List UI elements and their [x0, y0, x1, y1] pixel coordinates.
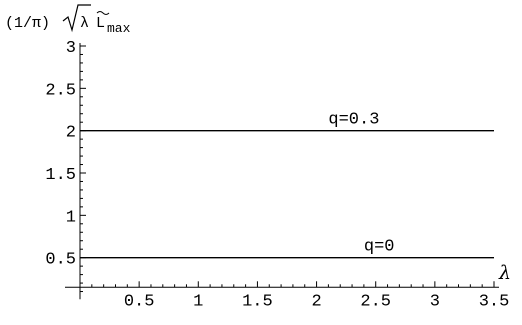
y-axis-label-sub: max [107, 21, 131, 36]
annotations: q=0.3 q=0 [328, 111, 394, 257]
sqrt-sign [62, 4, 91, 33]
x-tick-label: 2 [311, 292, 321, 311]
series-annotation: q=0 [364, 238, 395, 257]
tilde-mark [96, 11, 110, 15]
axis-ticks: 0.5 1 1.5 2 2.5 3 3.5 0.5 1 1.5 2 2.5 3 [45, 39, 509, 311]
y-axis-label-lambda: λ [80, 15, 89, 32]
x-tick-label: 2.5 [360, 292, 391, 311]
y-tick-label: 1.5 [45, 166, 76, 185]
x-axis-label: λ [498, 262, 511, 284]
series-group [80, 130, 494, 259]
x-tick-label: 3 [430, 292, 440, 311]
y-tick-label: 2.5 [45, 81, 76, 100]
y-axis-label-L: L [96, 15, 105, 32]
x-tick-label: 1.5 [242, 292, 273, 311]
y-axis-label-prefix: (1/π) [5, 15, 50, 32]
y-tick-label: 1 [66, 208, 76, 227]
y-axis-label: (1/π) λ L max [5, 4, 131, 36]
x-tick-label: 3.5 [479, 292, 510, 311]
y-tick-label: 3 [66, 39, 76, 58]
series-annotation: q=0.3 [328, 111, 379, 130]
y-tick-label: 0.5 [45, 251, 76, 270]
y-tick-label: 2 [66, 124, 76, 143]
x-tick-label: 1 [193, 292, 203, 311]
x-tick-label: 0.5 [124, 292, 155, 311]
